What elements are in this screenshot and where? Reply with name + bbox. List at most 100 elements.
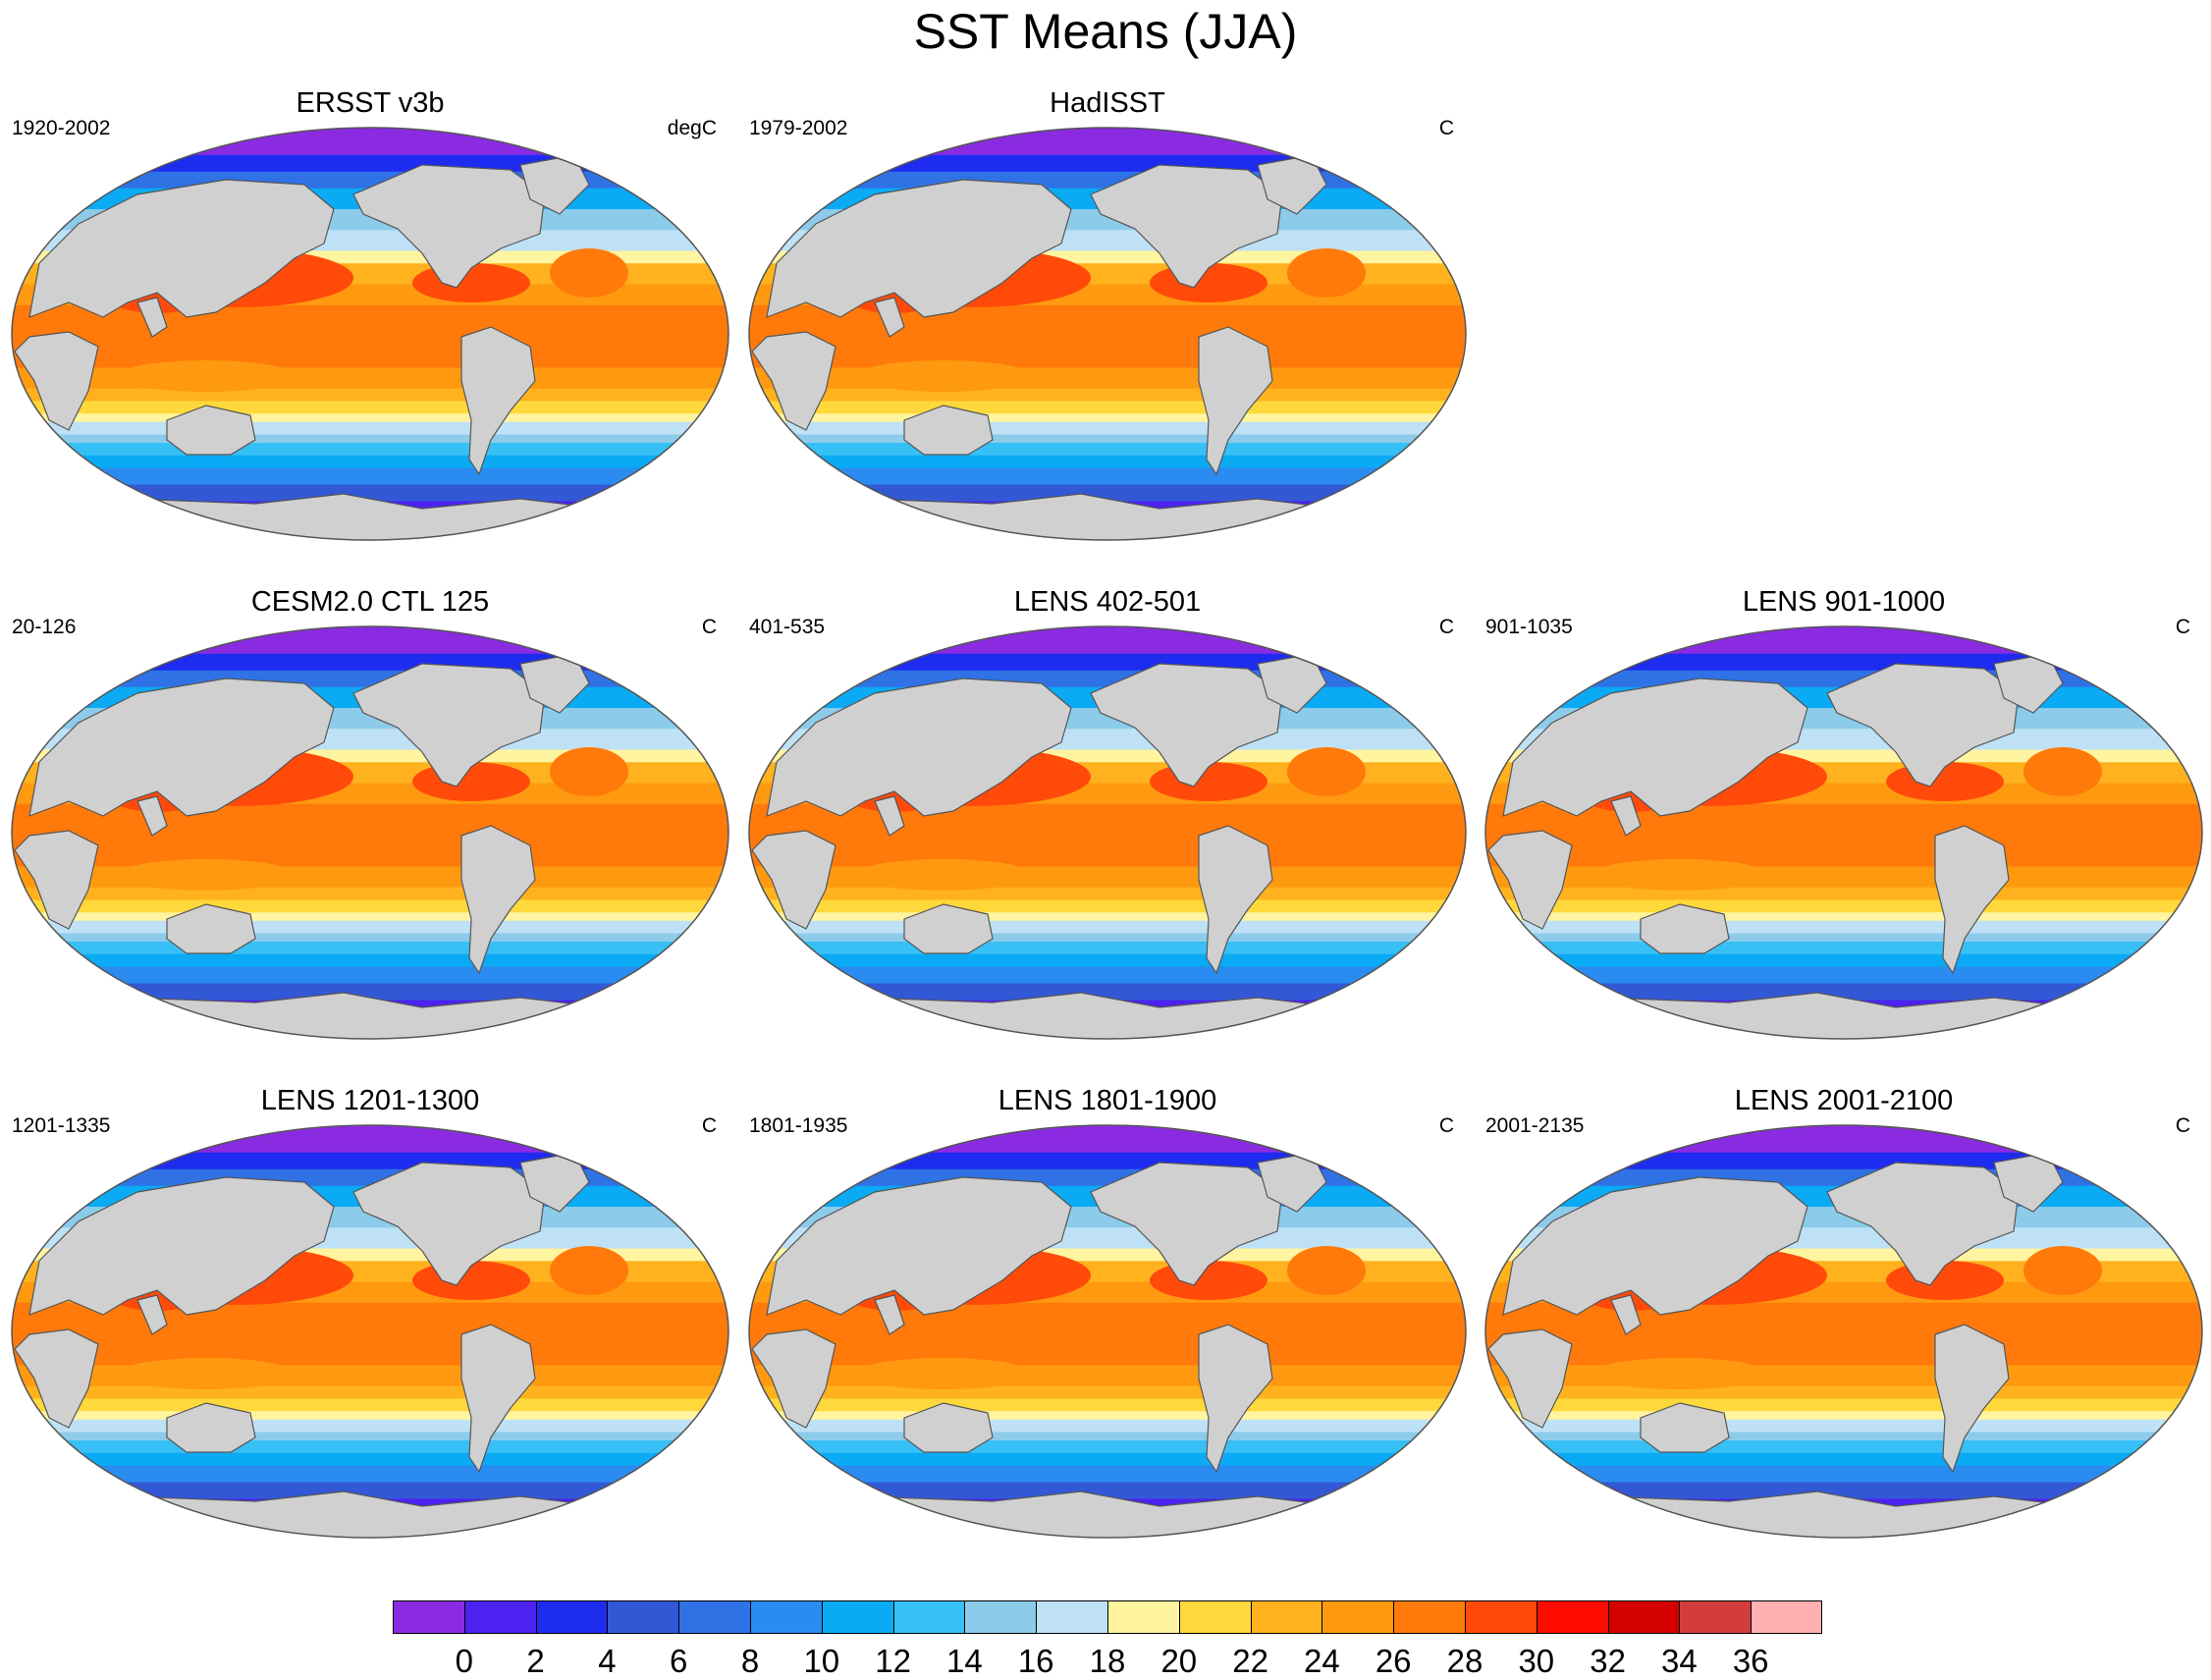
sst-band (12, 434, 728, 444)
sst-band (12, 887, 728, 901)
sst-band (1485, 933, 2202, 943)
land-mass (136, 297, 168, 338)
sst-band (12, 1385, 728, 1400)
land-mass (460, 1324, 536, 1474)
colorbar-segment (535, 1600, 609, 1634)
panel-period-label: 1920-2002 (12, 117, 111, 139)
map-panel: LENS 1801-1900 1801-1935 C (739, 1084, 1476, 1545)
colorbar-tick-label: 0 (455, 1643, 473, 1679)
sst-field (1485, 1125, 2202, 1538)
sst-band (12, 866, 728, 889)
land-mass (903, 1402, 994, 1453)
land-mass (751, 331, 836, 431)
panel-title: LENS 901-1000 (1742, 586, 1946, 618)
panel-units-label: C (2175, 1114, 2190, 1137)
sst-map (11, 127, 729, 541)
sst-band (749, 1432, 1466, 1441)
panel-title: HadISST (1050, 87, 1165, 119)
land-mass (28, 179, 335, 318)
sst-band (749, 1411, 1466, 1421)
sst-band (1485, 626, 2202, 655)
sst-band (12, 334, 728, 369)
land-antarctica (12, 493, 728, 540)
sst-band (749, 1465, 1466, 1484)
sst-band (749, 401, 1466, 415)
land-mass (766, 179, 1072, 318)
colorbar-tick-label: 32 (1590, 1643, 1626, 1679)
sst-band (1485, 983, 2202, 1002)
land-mass (1826, 663, 2020, 787)
panel-period-label: 1201-1335 (12, 1114, 111, 1137)
sst-band (1485, 1465, 2202, 1484)
land-mass (28, 677, 335, 817)
sst-band (1485, 1452, 2202, 1467)
sst-band (12, 1365, 728, 1387)
land-mass (14, 830, 99, 930)
land-antarctica (12, 1490, 728, 1538)
warm-pool (2023, 747, 2102, 796)
sst-map (11, 1124, 729, 1539)
sst-band (12, 455, 728, 469)
figure-title: SST Means (JJA) (913, 4, 1298, 59)
land-antarctica (1485, 992, 2202, 1039)
land-mass (136, 795, 168, 837)
sst-band (12, 443, 728, 457)
map-panel: LENS 402-501 401-535 C (739, 585, 1476, 1047)
warm-pool (550, 248, 628, 298)
colorbar-segment (1036, 1600, 1108, 1634)
land-mass (1090, 1162, 1283, 1286)
sst-band (1485, 1419, 2202, 1434)
land-mass (166, 1402, 256, 1453)
colorbar-segment (1465, 1600, 1537, 1634)
sst-band (749, 388, 1466, 403)
panel-title: CESM2.0 CTL 125 (250, 586, 490, 618)
land-mass (1502, 1176, 1808, 1316)
sst-band (749, 1440, 1466, 1454)
land-mass (1198, 326, 1273, 476)
sst-map (748, 625, 1467, 1040)
panel-title: LENS 402-501 (1013, 586, 1202, 618)
sst-map (748, 127, 1467, 541)
land-mass (903, 405, 994, 456)
panel-period-label: 401-535 (749, 616, 826, 638)
warm-pool (118, 1358, 295, 1389)
sst-band (749, 304, 1466, 336)
sst-band (749, 154, 1466, 173)
land-antarctica (1485, 1490, 2202, 1538)
colorbar-segment (1679, 1600, 1753, 1634)
sst-band (12, 484, 728, 503)
panel-title: LENS 1801-1900 (998, 1085, 1217, 1116)
sst-band (1485, 1152, 2202, 1170)
sst-band (749, 455, 1466, 469)
land-mass (1090, 663, 1283, 787)
warm-pool (855, 1358, 1032, 1389)
sst-band (749, 1331, 1466, 1367)
sst-band (749, 626, 1466, 655)
colorbar-tick-label: 16 (1017, 1643, 1054, 1679)
sst-band (12, 1411, 728, 1421)
sst-band (1485, 953, 2202, 968)
sst-field (749, 1125, 1466, 1538)
sst-band (749, 1398, 1466, 1413)
sst-band (749, 128, 1466, 156)
sst-band (12, 401, 728, 415)
sst-band (12, 1419, 728, 1434)
warm-pool (1591, 1358, 1768, 1389)
sst-field (749, 128, 1466, 540)
map-outline (748, 625, 1467, 1040)
land-antarctica (749, 992, 1466, 1039)
sst-band (12, 933, 728, 943)
sst-map (748, 1124, 1467, 1539)
sst-band (749, 413, 1466, 423)
warm-pool (1287, 1246, 1366, 1295)
sst-band (749, 887, 1466, 901)
map-panel: LENS 1201-1300 1201-1335 C (2, 1084, 738, 1545)
map-outline (11, 127, 729, 541)
colorbar (393, 1600, 1822, 1634)
colorbar-tick-label: 24 (1304, 1643, 1340, 1679)
sst-band (12, 920, 728, 935)
sst-field (749, 626, 1466, 1039)
sst-band (12, 942, 728, 955)
sst-band (749, 334, 1466, 369)
panel-units-label: degC (667, 117, 717, 139)
